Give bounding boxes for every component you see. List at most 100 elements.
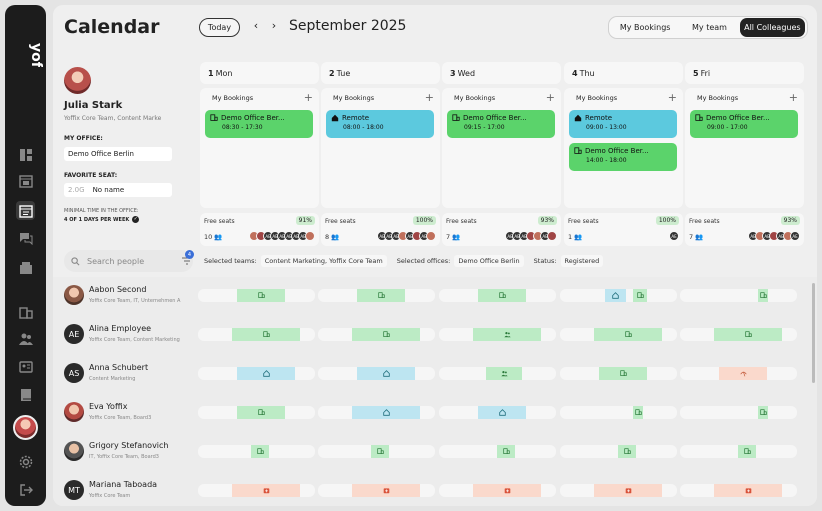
booking-card[interactable]: Demo Office Ber... 09:00 - 17:00: [690, 110, 798, 138]
presence-team[interactable]: [486, 367, 522, 380]
prev-week-button[interactable]: ‹: [253, 19, 259, 32]
booking-card[interactable]: Remote 09:00 - 13:00: [569, 110, 677, 138]
presence-remote[interactable]: [605, 289, 626, 302]
presence-remote[interactable]: [352, 406, 420, 419]
day-bookings-tue: My Bookings + Remote 08:00 - 18:00: [321, 88, 440, 208]
attendee-avatars[interactable]: AE AE AE AE: [748, 231, 800, 241]
sidebar-id-card[interactable]: [16, 357, 35, 376]
sidebar-dashboard[interactable]: [16, 145, 35, 164]
presence-sick[interactable]: [714, 484, 782, 497]
view-my-bookings[interactable]: My Bookings: [619, 23, 671, 32]
booking-card[interactable]: Demo Office Ber... 14:00 - 18:00: [569, 143, 677, 171]
attendee-avatars[interactable]: AE AE AE AE AE AE: [249, 231, 315, 241]
add-booking-button[interactable]: +: [545, 91, 555, 104]
booking-time: 14:00 - 18:00: [586, 157, 627, 164]
scrollbar[interactable]: [812, 283, 815, 383]
profile-teams: Yoffix Core Team, Content Marke: [64, 115, 162, 122]
presence-office[interactable]: [633, 289, 647, 302]
day-slot[interactable]: [560, 406, 677, 419]
person-row[interactable]: Eva Yoffix Yoffix Core Team, Board3: [53, 394, 817, 430]
sidebar-calendar-view[interactable]: [16, 171, 35, 190]
add-booking-button[interactable]: +: [667, 91, 677, 104]
office-field[interactable]: Demo Office Berlin: [64, 147, 172, 161]
attendee-initials: AE: [507, 233, 513, 239]
attendee-avatars[interactable]: AE AE AE AE AE: [377, 231, 436, 241]
presence-office[interactable]: [237, 406, 285, 419]
home-icon: [262, 370, 270, 377]
free-seats-label: Free seats: [325, 218, 356, 225]
next-week-button[interactable]: ›: [271, 19, 277, 32]
booking-card[interactable]: Demo Office Ber... 09:15 - 17:00: [447, 110, 555, 138]
sidebar-chat[interactable]: [16, 228, 35, 247]
calendar-view-icon: [18, 174, 33, 188]
day-slot[interactable]: [680, 289, 797, 302]
attendee-initials: AE: [265, 233, 271, 239]
presence-office[interactable]: [497, 445, 515, 458]
presence-sick[interactable]: [232, 484, 300, 497]
presence-remote[interactable]: [237, 367, 295, 380]
presence-office[interactable]: [738, 445, 756, 458]
presence-remote[interactable]: [357, 367, 415, 380]
sidebar-team[interactable]: [16, 329, 35, 348]
search-people[interactable]: Search people: [64, 250, 193, 272]
person-row[interactable]: Grigory Stefanovich IT, Yoffix Core Team,…: [53, 433, 817, 469]
presence-office[interactable]: [758, 406, 768, 419]
sidebar-logout[interactable]: [16, 480, 35, 499]
presence-office[interactable]: [714, 328, 782, 341]
sidebar-book[interactable]: [16, 385, 35, 404]
sidebar-building[interactable]: [16, 302, 35, 321]
day-header-fri: 5 Fri: [685, 62, 804, 84]
booking-title: Demo Office Ber...: [706, 114, 770, 122]
view-all-colleagues[interactable]: All Colleagues: [739, 18, 805, 37]
day-name: Fri: [700, 68, 711, 78]
presence-office[interactable]: [594, 328, 662, 341]
status-filter-chip[interactable]: Registered: [560, 255, 604, 267]
person-row[interactable]: AE Alina Employee Yoffix Core Team, Conten…: [53, 316, 817, 352]
presence-office[interactable]: [618, 445, 636, 458]
presence-sick[interactable]: [473, 484, 541, 497]
day-bookings-fri: My Bookings + Demo Office Ber... 09:00 - 17…: [685, 88, 804, 208]
presence-sick[interactable]: [352, 484, 420, 497]
attendee-initials: AE: [778, 233, 784, 239]
min-time-text: 4 OF 1 DAYS PER WEEK: [64, 216, 130, 223]
presence-team[interactable]: [473, 328, 541, 341]
today-button[interactable]: Today: [199, 18, 240, 37]
booking-card[interactable]: Remote 08:00 - 18:00: [326, 110, 434, 138]
add-booking-button[interactable]: +: [303, 91, 313, 104]
attendee-avatar: [547, 231, 557, 241]
presence-office[interactable]: [478, 289, 526, 302]
presence-office[interactable]: [352, 328, 420, 341]
dashboard-icon: [19, 148, 32, 161]
sidebar-calendar[interactable]: [16, 201, 35, 220]
add-booking-button[interactable]: +: [424, 91, 434, 104]
person-row[interactable]: Aabon Second Yoffix Core Team, IT, Untern…: [53, 277, 817, 313]
presence-sick[interactable]: [594, 484, 662, 497]
attendee-avatars[interactable]: AE: [669, 231, 679, 241]
teams-filter-chip[interactable]: Content Marketing, Yoffix Core Team: [260, 255, 387, 267]
sidebar-inbox[interactable]: [16, 258, 35, 277]
user-avatar[interactable]: [13, 415, 38, 440]
presence-office[interactable]: [599, 367, 647, 380]
view-my-team[interactable]: My team: [692, 23, 727, 32]
offices-filter-chip[interactable]: Demo Office Berlin: [454, 255, 524, 267]
day-slot[interactable]: [680, 406, 797, 419]
seat-field[interactable]: 2.0G No name: [64, 183, 172, 197]
presence-office[interactable]: [237, 289, 285, 302]
yoffix-logo[interactable]: yoffix: [8, 19, 44, 86]
sidebar-settings[interactable]: [16, 452, 35, 471]
presence-office[interactable]: [232, 328, 300, 341]
booking-title: Remote: [342, 114, 370, 122]
presence-office[interactable]: [371, 445, 389, 458]
add-booking-button[interactable]: +: [788, 91, 798, 104]
presence-office[interactable]: [251, 445, 269, 458]
booking-card[interactable]: Demo Office Ber... 08:30 - 17:30: [205, 110, 313, 138]
presence-office[interactable]: [633, 406, 643, 419]
person-row[interactable]: AS Anna Schubert Content Marketing: [53, 355, 817, 391]
presence-office[interactable]: [357, 289, 405, 302]
presence-vacation[interactable]: [719, 367, 767, 380]
presence-remote[interactable]: [478, 406, 526, 419]
attendee-avatars[interactable]: AE AE AE AE: [505, 231, 557, 241]
office-icon: [743, 448, 751, 454]
person-row[interactable]: MT Mariana Taboada Yoffix Core Team: [53, 472, 817, 506]
presence-office[interactable]: [758, 289, 768, 302]
